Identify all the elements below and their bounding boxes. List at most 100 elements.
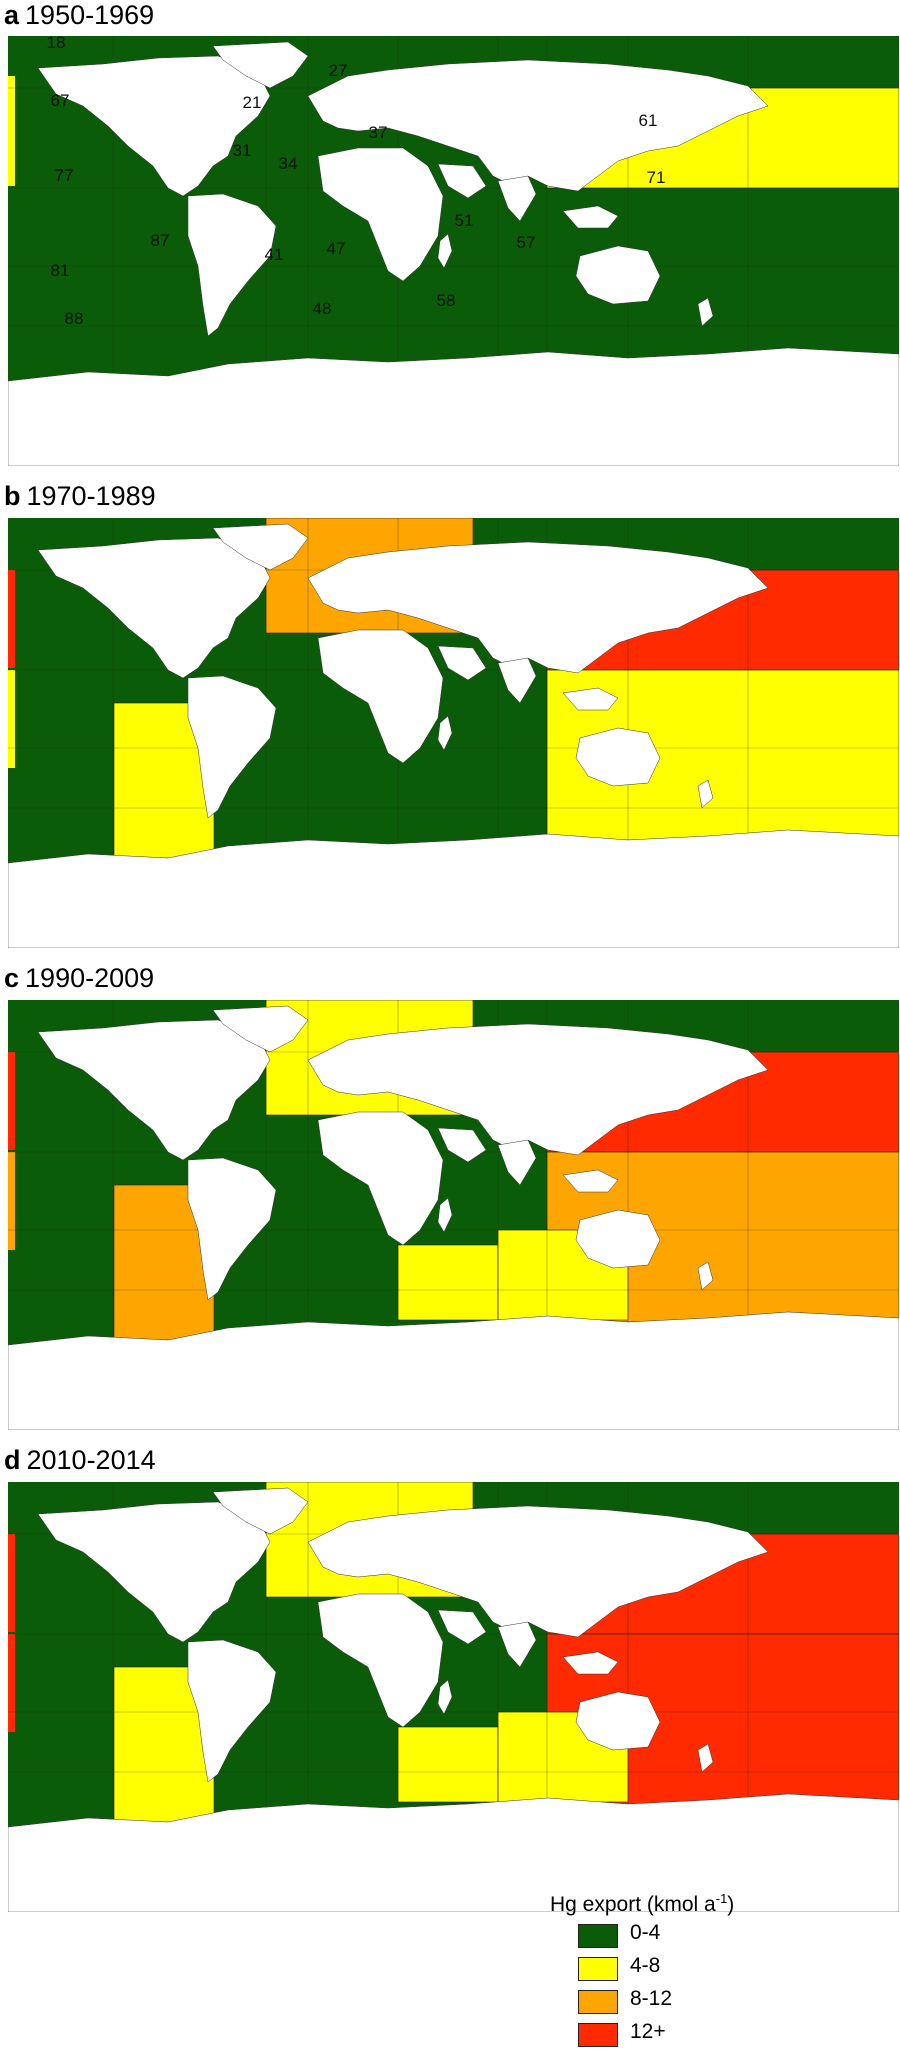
map-svg — [8, 1000, 899, 1430]
landmass — [37, 537, 271, 679]
fao-area-61-wrap-strip — [8, 1052, 15, 1150]
landmass — [697, 1261, 714, 1291]
fao-area-label: 18 — [47, 36, 66, 52]
legend-item-12-plus: 12+ — [548, 2017, 888, 2050]
fao-area-label: 87 — [151, 231, 170, 250]
panel-title-b: b 1970-1989 — [4, 481, 156, 511]
fao-area-label: 37 — [369, 123, 388, 142]
landmass — [307, 1505, 769, 1638]
landmass — [317, 1593, 444, 1728]
landmass — [437, 715, 453, 751]
landmass — [437, 645, 487, 681]
landmass — [437, 1197, 453, 1233]
legend-title: Hg export (kmol a-1) — [550, 1891, 735, 1916]
fao-area-label: 58 — [437, 291, 456, 310]
landmass — [497, 1139, 537, 1186]
fao-area-label: 34 — [279, 154, 298, 173]
landmass — [317, 147, 444, 282]
landmass — [187, 193, 277, 337]
map-svg — [8, 518, 899, 948]
landmass — [212, 41, 309, 89]
map-panel-b — [8, 518, 899, 948]
landmass — [575, 1691, 661, 1751]
landmass — [212, 1487, 309, 1535]
landmass — [497, 657, 537, 704]
landmass — [8, 347, 899, 466]
landmass — [37, 1019, 271, 1161]
fao-area-61-wrap-strip — [8, 1534, 15, 1632]
landmass — [307, 541, 769, 674]
fao-area-label: 48 — [313, 299, 332, 318]
fao-area-label: 47 — [327, 239, 346, 258]
fao-area-71-wrap-strip — [8, 1152, 15, 1250]
landmass — [497, 175, 537, 222]
landmass — [187, 675, 277, 819]
landmass — [562, 687, 619, 711]
landmass — [697, 1743, 714, 1773]
panel-period: 1970-1989 — [26, 481, 156, 511]
legend-item-8-12: 8-12 — [548, 1984, 888, 2017]
panel-letter: a — [4, 0, 20, 30]
fao-area-51 — [397, 1726, 499, 1803]
fao-area-label: 31 — [233, 141, 252, 160]
fao-area-label: 57 — [517, 233, 536, 252]
landmass — [212, 1005, 309, 1053]
panel-title-c: c 1990-2009 — [4, 963, 154, 993]
landmass — [437, 1609, 487, 1645]
map-panel-d — [8, 1482, 899, 1912]
landmass — [317, 1111, 444, 1246]
landmass — [575, 727, 661, 787]
fao-area-label: 67 — [51, 91, 70, 110]
landmass — [317, 629, 444, 764]
panel-title-a: a 1950-1969 — [4, 0, 154, 30]
landmass — [562, 205, 619, 229]
legend-label: 4-8 — [630, 1954, 661, 1977]
fao-area-label: 41 — [265, 245, 284, 264]
landmass — [697, 297, 714, 327]
landmass — [8, 829, 899, 948]
landmass — [37, 1501, 271, 1643]
legend-swatch-orange — [578, 1990, 618, 2014]
panel-period: 1990-2009 — [25, 963, 155, 993]
legend-label: 0-4 — [630, 1921, 661, 1944]
fao-area-label: 71 — [647, 168, 666, 187]
landmass — [37, 55, 271, 197]
map-panel-a: 18 27 67 21 37 61 31 34 77 71 87 47 51 57 41 81 48 58 88 — [8, 36, 899, 466]
landmass — [562, 1169, 619, 1193]
landmass — [562, 1651, 619, 1675]
landmass — [212, 523, 309, 571]
fao-area-71-wrap-strip — [8, 1634, 15, 1732]
landmass — [8, 1793, 899, 1912]
landmass — [307, 1023, 769, 1156]
landmass — [575, 245, 661, 305]
landmass — [187, 1639, 277, 1783]
fao-area-label: 77 — [55, 166, 74, 185]
fao-area-label: 61 — [639, 111, 658, 130]
legend-swatch-green — [578, 1924, 618, 1948]
map-svg: 18 27 67 21 37 61 31 34 77 71 87 47 51 57 41 81 48 58 88 — [8, 36, 899, 466]
panel-letter: c — [4, 963, 20, 993]
panel-letter: d — [4, 1445, 21, 1475]
landmass — [497, 1621, 537, 1668]
legend-swatch-yellow — [578, 1957, 618, 1981]
legend-item-0-4: 0-4 — [548, 1918, 888, 1951]
legend-item-4-8: 4-8 — [548, 1951, 888, 1984]
landmass — [8, 1311, 899, 1430]
fao-area-71-wrap-strip — [8, 670, 15, 768]
map-legend: Hg export (kmol a-1) 0-4 4-8 8-12 12+ — [548, 1886, 888, 2050]
landmass — [437, 1127, 487, 1163]
map-svg — [8, 1482, 899, 1912]
panel-title-d: d 2010-2014 — [4, 1445, 156, 1475]
panel-letter: b — [4, 481, 21, 511]
legend-label: 8-12 — [630, 1987, 673, 2010]
fao-area-label: 88 — [65, 309, 84, 328]
fao-area-label: 81 — [51, 261, 70, 280]
landmass — [437, 163, 487, 199]
landmass — [697, 779, 714, 809]
fao-area-label: 51 — [455, 211, 474, 230]
landmass — [437, 1679, 453, 1715]
landmass — [575, 1209, 661, 1269]
fao-area-51 — [397, 1244, 499, 1321]
legend-label: 12+ — [630, 2020, 666, 2043]
fao-area-61-wrap-strip — [8, 570, 15, 668]
